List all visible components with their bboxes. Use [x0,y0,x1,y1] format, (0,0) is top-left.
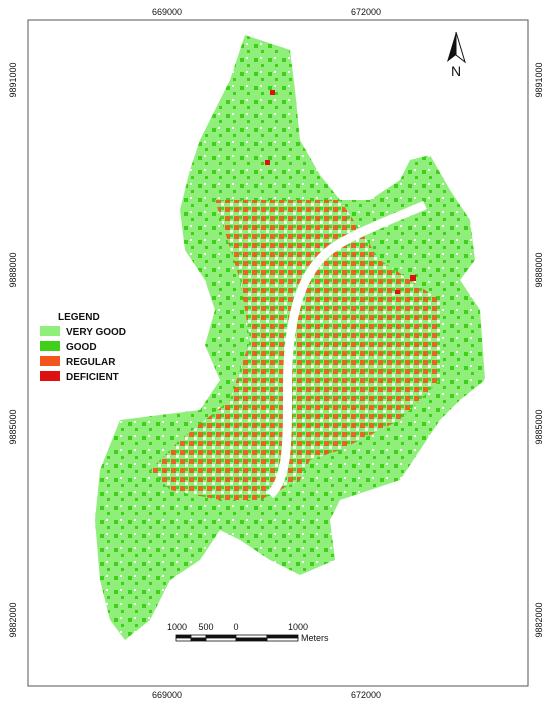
x-grid-label: 669000 [152,690,182,700]
legend-swatch [40,356,60,366]
legend-title: LEGEND [58,312,100,323]
scale-label: 1000 [167,622,187,632]
scale-label: 0 [233,622,238,632]
legend-label: VERY GOOD [66,327,126,338]
urban-core [150,200,440,500]
scale-label: 1000 [288,622,308,632]
y-grid-label: 9891000 [8,62,18,97]
y-grid-label: 9882000 [534,602,544,637]
deficient-spots [265,90,416,294]
y-grid-label: 9885000 [534,409,544,444]
north-arrow [447,32,456,62]
north-arrow [455,31,466,64]
legend-swatch [40,371,60,381]
legend-label: REGULAR [66,357,116,368]
legend-label: DEFICIENT [66,372,119,383]
river [266,200,427,499]
legend-label: GOOD [66,342,97,353]
legend-swatch [40,341,60,351]
x-grid-label: 672000 [351,690,381,700]
y-grid-label: 9891000 [534,62,544,97]
legend-swatch [40,326,60,336]
scale-label: 500 [198,622,213,632]
y-grid-label: 9888000 [534,252,544,287]
north-label: N [451,63,461,79]
y-grid-label: 9888000 [8,252,18,287]
scale-unit: Meters [301,633,329,643]
scale-bar [175,634,299,642]
x-grid-label: 672000 [351,7,381,17]
x-grid-label: 669000 [152,7,182,17]
y-grid-label: 9885000 [8,409,18,444]
y-grid-label: 9882000 [8,602,18,637]
